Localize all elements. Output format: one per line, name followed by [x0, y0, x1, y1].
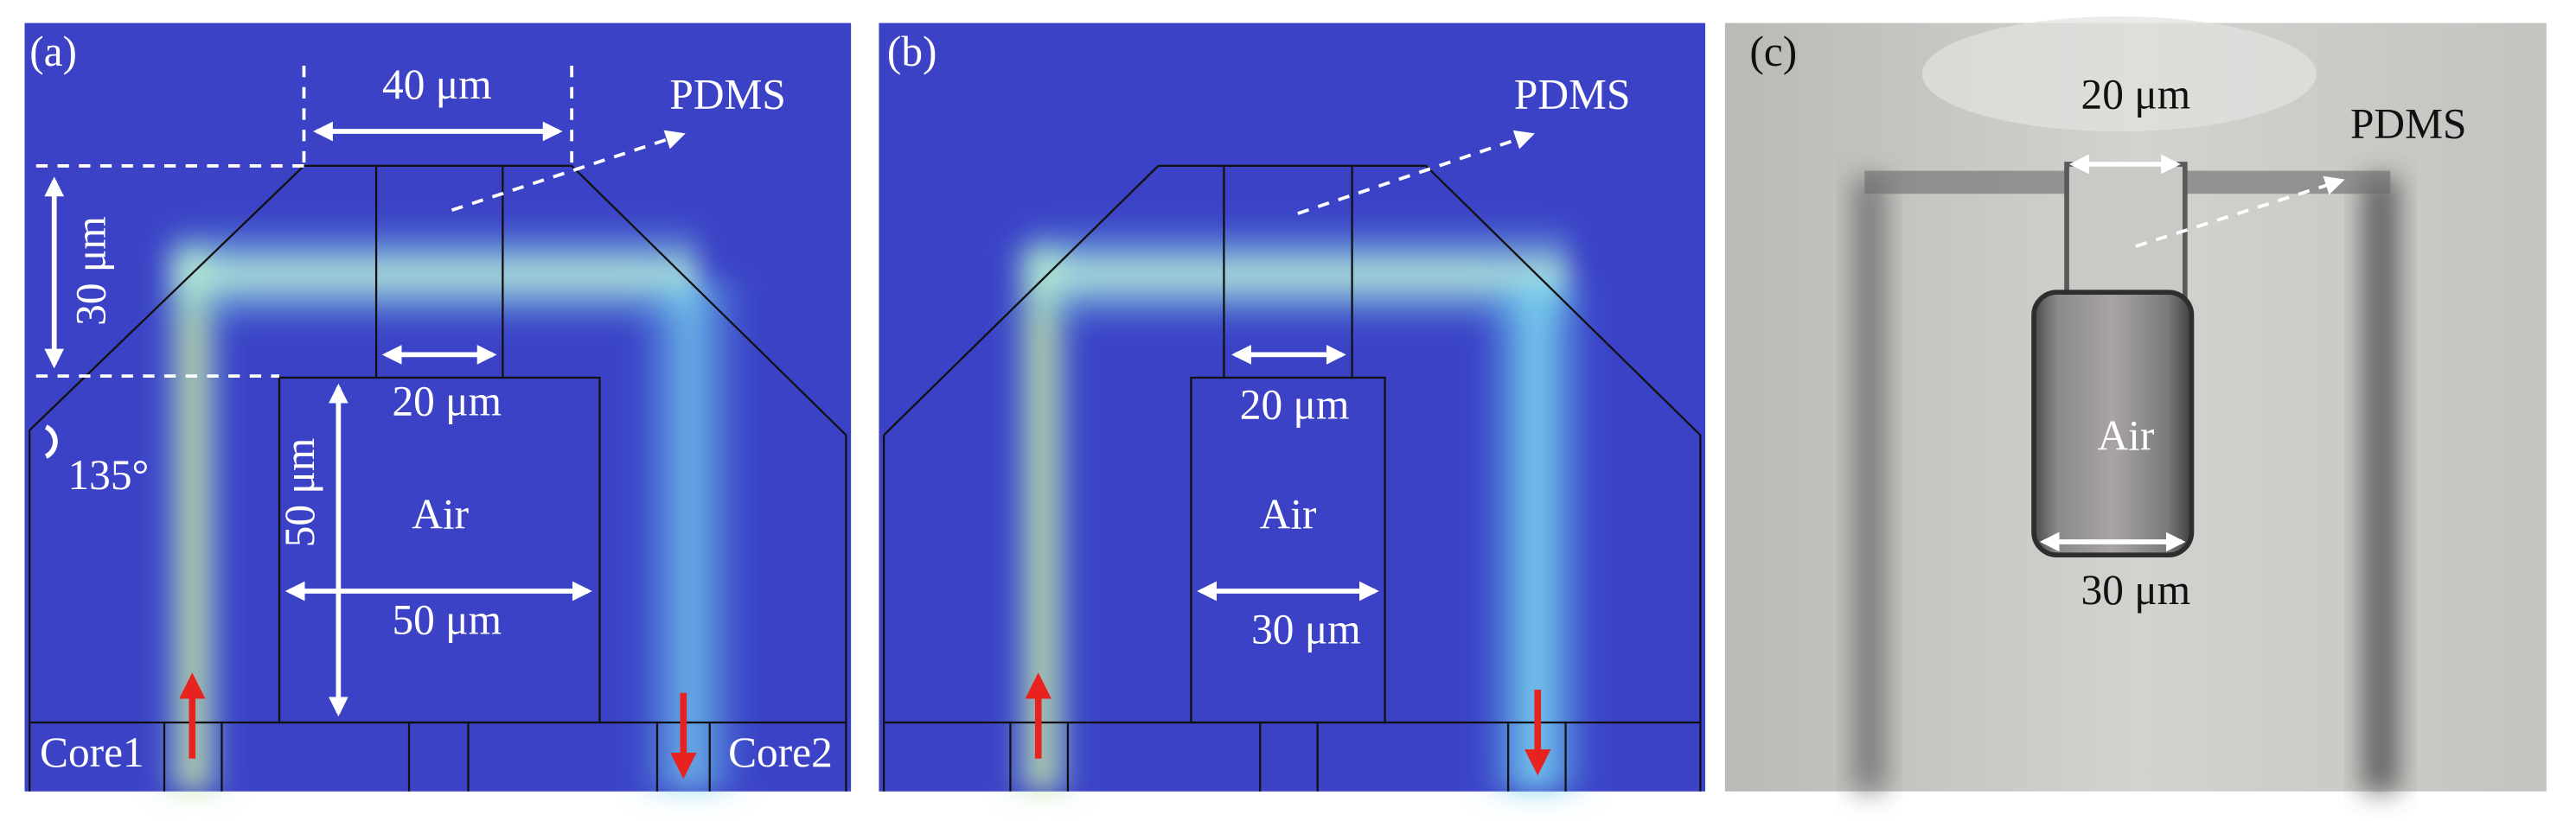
dimension-label: 30 μm	[1251, 606, 1361, 653]
dimension-label: 20 μm	[392, 378, 502, 425]
panel-label: (b)	[887, 28, 937, 75]
panel-b: (b) PDMS 20 μm Air 30 μm	[879, 22, 1706, 792]
angle-label: 135°	[67, 451, 149, 499]
dimension-label: 50 μm	[276, 438, 323, 548]
air-label: Air	[2098, 412, 2155, 460]
dimension-label: 30 μm	[67, 216, 115, 326]
panel-label: (c)	[1749, 28, 1797, 75]
material-label: PDMS	[669, 70, 785, 118]
air-label: Air	[412, 491, 469, 538]
material-label: PDMS	[2350, 100, 2466, 148]
air-label: Air	[1260, 491, 1317, 538]
dimension-label: 30 μm	[2081, 566, 2191, 614]
core-label: Core2	[728, 729, 833, 776]
dimension-label: 50 μm	[392, 595, 502, 643]
core-label: Core1	[40, 729, 144, 776]
panel-label: (a)	[29, 28, 77, 75]
panel-a: (a) 40 μm PDMS 30 μm 20 μm 135° 50 μm Ai…	[24, 22, 852, 792]
panel-c: (c) 20 μm PDMS Air 30 μm	[1724, 16, 2547, 792]
material-label: PDMS	[1514, 70, 1630, 118]
dimension-label: 20 μm	[2081, 70, 2191, 118]
dimension-label: 20 μm	[1240, 380, 1350, 428]
dimension-label: 40 μm	[382, 60, 492, 108]
